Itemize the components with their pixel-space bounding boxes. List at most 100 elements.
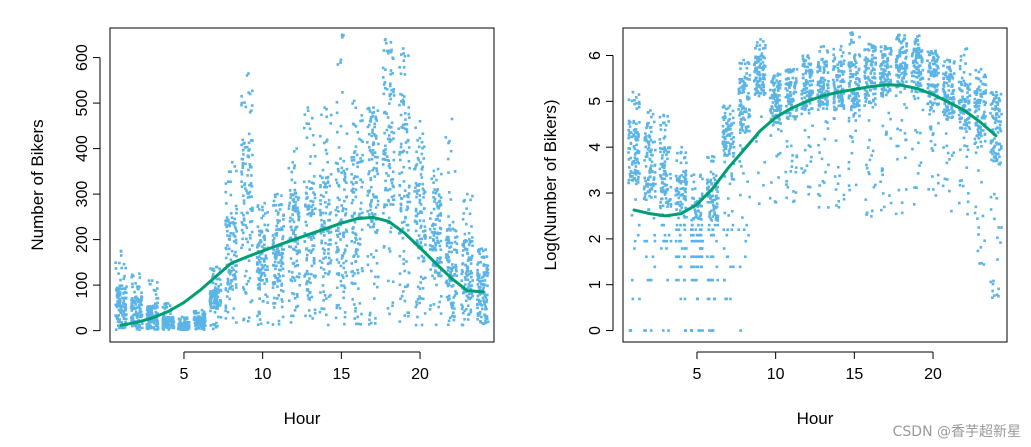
data-point [816, 108, 820, 111]
data-point [391, 184, 395, 187]
data-point [779, 129, 783, 133]
data-point [872, 68, 875, 71]
data-point [881, 173, 884, 177]
data-point [758, 76, 762, 80]
data-point [391, 280, 395, 284]
data-point [870, 63, 874, 67]
data-point [246, 319, 250, 323]
data-point [793, 81, 797, 85]
data-point [242, 317, 246, 321]
data-point [745, 129, 749, 133]
data-point [212, 293, 216, 296]
data-point [818, 68, 822, 71]
data-point [277, 227, 280, 231]
data-point [833, 65, 837, 68]
data-point [431, 224, 434, 228]
data-point [666, 200, 669, 204]
data-point [140, 296, 143, 300]
data-point [399, 72, 403, 76]
data-point [437, 207, 440, 210]
data-point [418, 198, 422, 202]
data-point [792, 115, 795, 118]
data-point [387, 52, 390, 55]
data-point [453, 294, 457, 297]
data-point [886, 85, 890, 88]
data-point [276, 285, 279, 288]
data-point [481, 322, 485, 325]
data-point [256, 245, 259, 249]
data-point [419, 161, 422, 164]
data-point [230, 249, 234, 253]
data-point [683, 228, 687, 231]
data-point [883, 53, 886, 56]
data-point [343, 178, 346, 181]
data-point-max [295, 147, 298, 150]
data-point [896, 157, 899, 161]
data-point [388, 140, 392, 144]
data-point [916, 76, 919, 79]
data-point [423, 276, 427, 280]
data-point [233, 165, 237, 168]
data-point [344, 207, 348, 211]
data-point [390, 121, 394, 125]
data-point [681, 192, 684, 196]
data-point [263, 282, 266, 285]
data-point [375, 249, 378, 252]
hour-21-points [428, 167, 443, 327]
data-point [855, 71, 858, 74]
data-point [930, 107, 933, 110]
data-point [926, 83, 930, 86]
data-point [273, 195, 277, 199]
data-point [772, 97, 775, 100]
data-point [728, 182, 732, 186]
data-point [420, 152, 424, 156]
data-point [855, 104, 859, 108]
data-point [227, 170, 231, 173]
data-point [277, 319, 281, 323]
data-point [384, 144, 387, 148]
data-point [692, 239, 695, 243]
data-point [915, 61, 919, 65]
data-point [698, 329, 702, 332]
data-point [274, 257, 278, 260]
data-point [138, 309, 142, 312]
data-point [728, 112, 732, 116]
data-point [888, 72, 891, 76]
data-point [415, 195, 418, 199]
data-point [344, 212, 348, 215]
data-point [226, 234, 229, 237]
data-point [232, 277, 236, 281]
data-point [778, 118, 781, 121]
data-point [405, 130, 409, 134]
data-point [775, 154, 779, 158]
data-point [454, 263, 457, 267]
data-point [296, 212, 300, 216]
data-point [327, 243, 330, 246]
data-point [822, 84, 825, 88]
data-point [694, 228, 698, 231]
data-point [889, 81, 893, 84]
data-point [644, 165, 648, 168]
hour-7-points [721, 104, 736, 301]
data-point [229, 258, 233, 262]
hour-14-points [831, 45, 846, 209]
data-point [483, 314, 487, 317]
data-point [386, 116, 390, 119]
data-point [243, 182, 247, 185]
data-point [478, 273, 481, 277]
data-point-max [776, 72, 780, 76]
data-point [818, 104, 822, 108]
data-point [651, 182, 655, 185]
data-point [327, 202, 331, 206]
data-point [471, 194, 474, 198]
data-point [631, 135, 634, 139]
data-point [454, 236, 457, 239]
data-point [481, 288, 485, 292]
data-point [853, 105, 857, 109]
data-point [368, 149, 372, 152]
data-point [277, 211, 280, 214]
data-point [417, 256, 420, 260]
data-point [153, 327, 156, 331]
data-point [817, 60, 820, 64]
data-point [353, 241, 357, 244]
